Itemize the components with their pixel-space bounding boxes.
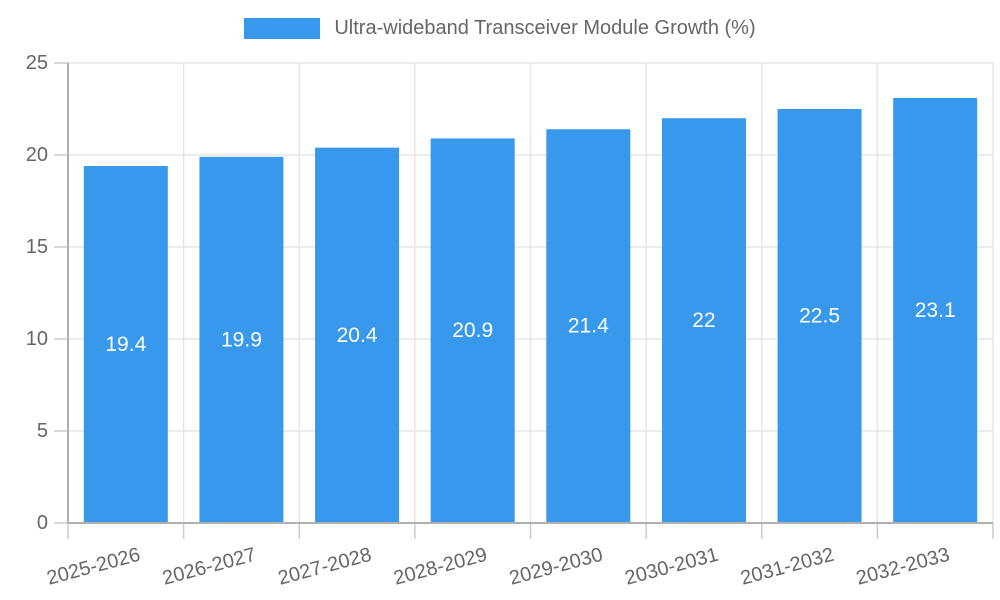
y-tick-label: 5 [37,420,48,442]
legend-label: Ultra-wideband Transceiver Module Growth… [334,17,756,39]
x-tick-label: 2025-2026 [45,544,143,590]
bar-2026-2027[interactable] [199,156,284,523]
x-tick-label: 2031-2032 [738,544,836,590]
bar-value-label: 22 [692,309,715,332]
bar-value-label: 20.9 [452,319,493,342]
bar-2025-2026[interactable] [83,166,168,524]
y-tick-label: 20 [26,144,48,166]
bar-2027-2028[interactable] [315,147,400,523]
bar-value-label: 20.4 [337,324,378,347]
bar-value-label: 19.4 [105,333,146,356]
bar-2032-2033[interactable] [893,97,978,524]
bar-value-label: 19.9 [221,328,262,351]
bar-2028-2029[interactable] [430,138,515,523]
bar-value-label: 21.4 [568,315,609,338]
bar-value-label: 23.1 [915,299,956,322]
chart-legend[interactable]: Ultra-wideband Transceiver Module Growth… [0,16,1000,40]
x-tick-label: 2027-2028 [276,544,374,590]
bar-2030-2031[interactable] [661,118,746,523]
y-tick-label: 10 [26,328,48,350]
x-tick-label: 2026-2027 [160,544,258,590]
x-tick-label: 2029-2030 [507,544,605,590]
y-tick-label: 25 [26,52,48,74]
bar-2029-2030[interactable] [546,129,631,524]
x-tick-label: 2028-2029 [391,544,489,590]
y-tick-label: 0 [37,512,48,534]
bar-2031-2032[interactable] [777,109,862,523]
bar-value-label: 22.5 [799,305,840,328]
x-tick-label: 2032-2033 [854,544,952,590]
x-tick-label: 2030-2031 [623,544,721,590]
legend-swatch [244,17,321,39]
y-tick-label: 15 [26,236,48,258]
